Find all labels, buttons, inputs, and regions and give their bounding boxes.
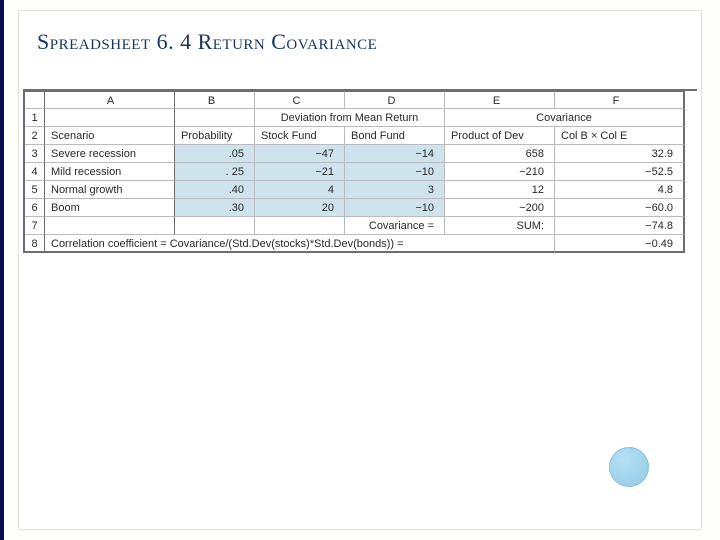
cell-correlation-formula: Correlation coefficient = Covariance/(St… [45,235,555,253]
row-number: 5 [25,181,45,199]
table-row: 8 Correlation coefficient = Covariance/(… [25,235,697,253]
cell-probability: .40 [175,181,255,199]
header-deviation: Deviation from Mean Return [255,109,445,127]
slide-left-edge [0,0,4,540]
cell-bond: −14 [345,145,445,163]
header-colb-x-cole: Col B × Col E [555,127,685,145]
cell-scenario: Severe recession [45,145,175,163]
row-number: 1 [25,109,45,127]
cell-probability: .05 [175,145,255,163]
cell-blank [175,109,255,127]
cell-stock: −47 [255,145,345,163]
decorative-dot-icon [609,447,649,487]
cell-probability: . 25 [175,163,255,181]
table-row: 2 Scenario Probability Stock Fund Bond F… [25,127,697,145]
cell-product: 12 [445,181,555,199]
cell-covariance-label: Covariance = [345,217,445,235]
title-word-2: 6. 4 [157,29,192,54]
header-product-dev: Product of Dev [445,127,555,145]
row-number: 4 [25,163,45,181]
table-row: 4 Mild recession . 25 −21 −10 −210 −52.5 [25,163,697,181]
title-word-1: Spreadsheet [37,29,151,54]
slide-frame: Spreadsheet 6. 4 Return Covariance A B C… [18,10,702,530]
cell-product: −200 [445,199,555,217]
header-probability: Probability [175,127,255,145]
corner-cell [25,91,45,109]
cell-scenario: Boom [45,199,175,217]
header-covariance: Covariance [445,109,685,127]
cell-result: −60.0 [555,199,685,217]
table-row: 5 Normal growth .40 4 3 12 4.8 [25,181,697,199]
table-row: 7 Covariance = SUM: −74.8 [25,217,697,235]
header-stock-fund: Stock Fund [255,127,345,145]
covariance-table: A B C D E F 1 Deviation from Mean Return… [23,89,697,253]
cell-blank [45,109,175,127]
row-number: 8 [25,235,45,253]
col-letter: D [345,91,445,109]
cell-stock: 20 [255,199,345,217]
page-title: Spreadsheet 6. 4 Return Covariance [37,29,701,55]
cell-result: −52.5 [555,163,685,181]
col-letter: F [555,91,685,109]
header-bond-fund: Bond Fund [345,127,445,145]
table-row: 1 Deviation from Mean Return Covariance [25,109,697,127]
cell-sum-label: SUM: [445,217,555,235]
table-col-letters: A B C D E F [25,91,697,109]
col-letter: C [255,91,345,109]
cell-correlation-value: −0.49 [555,235,685,253]
title-word-3: Return [198,29,266,54]
title-word-4: Covariance [271,29,377,54]
cell-bond: 3 [345,181,445,199]
row-number: 7 [25,217,45,235]
cell-result: 4.8 [555,181,685,199]
cell-blank [175,217,255,235]
col-letter: A [45,91,175,109]
table-row: 3 Severe recession .05 −47 −14 658 32.9 [25,145,697,163]
row-number: 2 [25,127,45,145]
cell-blank [45,217,175,235]
cell-bond: −10 [345,163,445,181]
cell-product: −210 [445,163,555,181]
cell-result: 32.9 [555,145,685,163]
header-scenario: Scenario [45,127,175,145]
cell-stock: 4 [255,181,345,199]
col-letter: E [445,91,555,109]
table-row: 6 Boom .30 20 −10 −200 −60.0 [25,199,697,217]
cell-scenario: Normal growth [45,181,175,199]
cell-product: 658 [445,145,555,163]
cell-stock: −21 [255,163,345,181]
col-letter: B [175,91,255,109]
row-number: 6 [25,199,45,217]
cell-probability: .30 [175,199,255,217]
cell-scenario: Mild recession [45,163,175,181]
cell-bond: −10 [345,199,445,217]
row-number: 3 [25,145,45,163]
cell-blank [255,217,345,235]
cell-covariance-value: −74.8 [555,217,685,235]
